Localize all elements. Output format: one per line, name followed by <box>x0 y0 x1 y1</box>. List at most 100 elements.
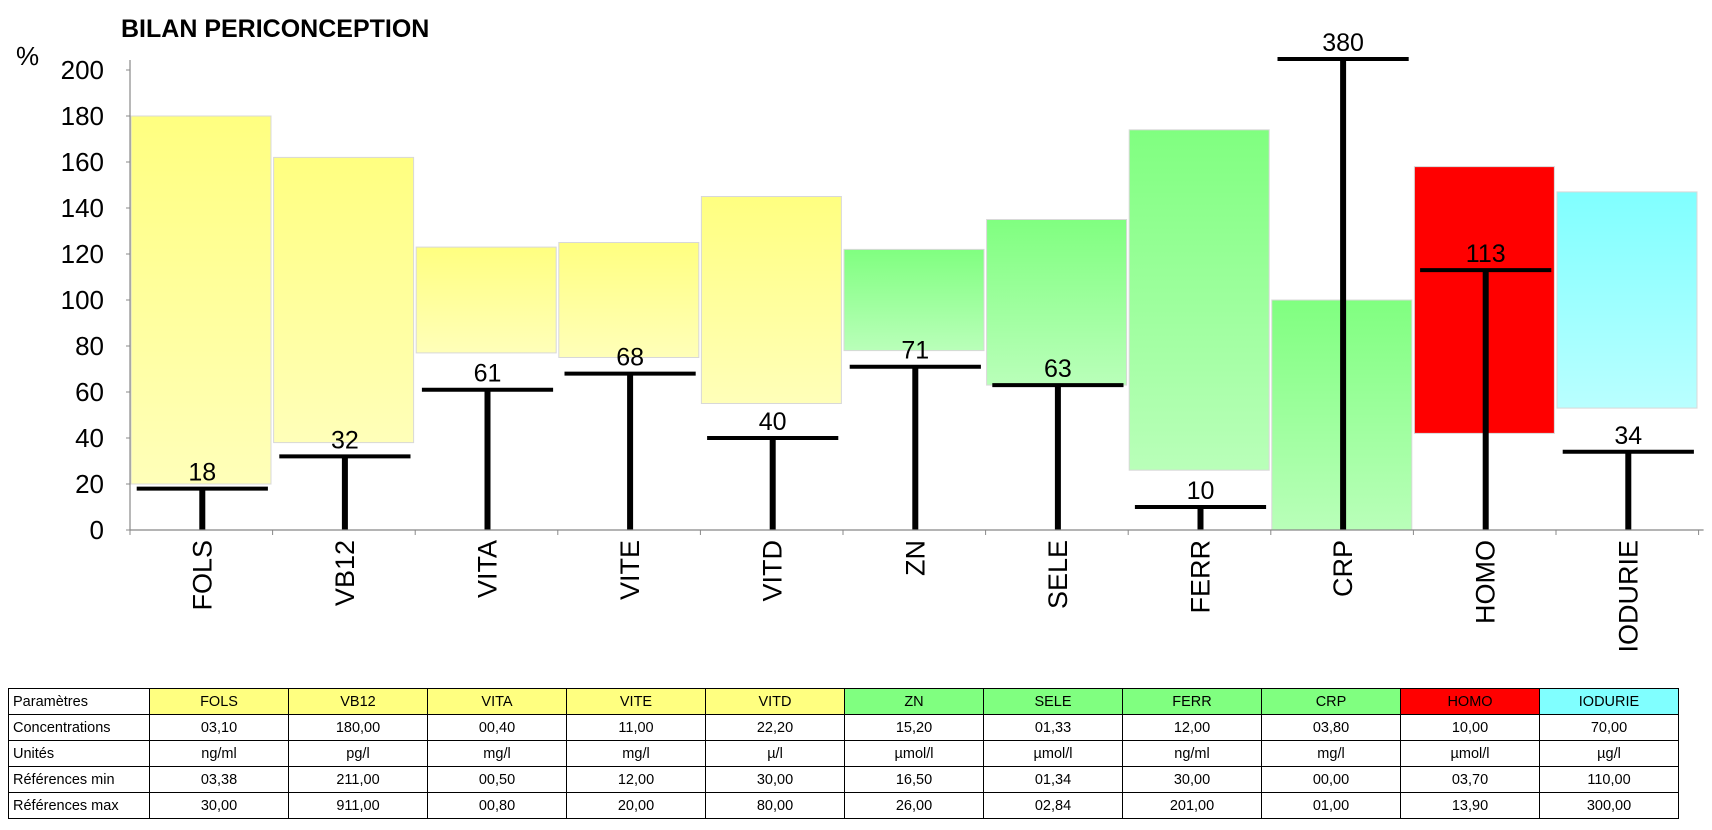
table-row: Concentrations 03,10 180,00 00,40 11,00 22,20… <box>8 714 1679 741</box>
reference-range-box <box>558 242 700 358</box>
table-cell: 03,70 <box>1400 766 1540 793</box>
table-cell: 110,00 <box>1539 766 1679 793</box>
table-cell: mg/l <box>566 740 706 767</box>
table-row: Références min 03,38 211,00 00,50 12,00 30,00… <box>8 766 1679 793</box>
data-table: Paramètres FOLS VB12 VITA VITE VITD ZN SELE FERR… <box>8 688 1679 819</box>
data-label: 380 <box>1322 29 1364 57</box>
table-cell: 80,00 <box>705 792 845 819</box>
value-marker: 10 <box>1134 477 1267 530</box>
reference-range-box <box>415 246 557 354</box>
table-cell: 03,80 <box>1261 714 1401 741</box>
data-label: 34 <box>1614 422 1642 450</box>
data-label: 71 <box>901 337 929 365</box>
table-row-label: Paramètres <box>8 688 150 715</box>
table-cell: mg/l <box>427 740 567 767</box>
table-cell: 00,80 <box>427 792 567 819</box>
y-tick-label: 60 <box>75 377 104 407</box>
y-tick-label: 0 <box>90 515 104 545</box>
table-cell: µmol/l <box>983 740 1123 767</box>
y-tick-label: 100 <box>61 285 104 315</box>
table-row-label: Références min <box>8 766 150 793</box>
table-cell: 12,00 <box>1122 714 1262 741</box>
table-cell: 02,84 <box>983 792 1123 819</box>
table-cell: µmol/l <box>844 740 984 767</box>
value-marker: 61 <box>421 360 554 530</box>
x-tick-label: VITE <box>615 540 645 600</box>
table-row-label: Unités <box>8 740 150 767</box>
reference-range-box <box>1128 129 1270 471</box>
table-cell: 70,00 <box>1539 714 1679 741</box>
reference-range-box <box>273 156 415 444</box>
table-header-cell: ZN <box>844 688 984 715</box>
table-header-cell: CRP <box>1261 688 1401 715</box>
table-header-cell: VB12 <box>288 688 428 715</box>
table-cell: 03,38 <box>149 766 289 793</box>
x-tick-label: VITD <box>758 540 788 602</box>
table-header-cell: SELE <box>983 688 1123 715</box>
value-marker: 63 <box>992 355 1124 530</box>
x-tick-label: FERR <box>1186 540 1216 614</box>
table-cell: 13,90 <box>1400 792 1540 819</box>
x-tick-label: SELE <box>1043 540 1073 609</box>
table-cell: 03,10 <box>149 714 289 741</box>
value-marker: 113 <box>1420 240 1552 530</box>
data-label: 61 <box>474 360 502 388</box>
reference-range-box <box>130 115 272 485</box>
table-cell: mg/l <box>1261 740 1401 767</box>
data-label: 68 <box>616 344 644 372</box>
value-marker: 40 <box>707 408 839 530</box>
table-header-cell: FERR <box>1122 688 1262 715</box>
data-label: 113 <box>1466 240 1506 268</box>
table-header-row: Paramètres FOLS VB12 VITA VITE VITD ZN SELE FERR… <box>8 688 1679 715</box>
data-label: 18 <box>188 459 216 487</box>
data-label: 10 <box>1187 477 1215 505</box>
table-row-label: Concentrations <box>8 714 150 741</box>
value-marker: 32 <box>279 426 411 530</box>
chart-title: BILAN PERICONCEPTION <box>121 15 429 43</box>
y-tick-label: 80 <box>75 331 104 361</box>
data-label: 32 <box>331 426 359 454</box>
table-cell: µg/l <box>1539 740 1679 767</box>
table-cell: 211,00 <box>288 766 428 793</box>
table-cell: 180,00 <box>288 714 428 741</box>
table-cell: 26,00 <box>844 792 984 819</box>
reference-range-box <box>843 248 985 352</box>
table-cell: 00,50 <box>427 766 567 793</box>
table-cell: 201,00 <box>1122 792 1262 819</box>
table-cell: 30,00 <box>149 792 289 819</box>
y-tick-label: 40 <box>75 423 104 453</box>
table-cell: ng/ml <box>149 740 289 767</box>
table-cell: 01,00 <box>1261 792 1401 819</box>
table-header-cell: HOMO <box>1400 688 1540 715</box>
x-tick-label: FOLS <box>187 540 217 611</box>
x-tick-label: VITA <box>473 540 503 598</box>
reference-range-box <box>700 196 842 404</box>
x-tick-label: CRP <box>1328 540 1358 597</box>
y-tick-label: 160 <box>61 147 104 177</box>
table-row: Références max 30,00 911,00 00,80 20,00 80,00… <box>8 792 1679 819</box>
y-tick-label: 140 <box>61 193 104 223</box>
table-header-cell: VITD <box>705 688 845 715</box>
table-cell: 01,33 <box>983 714 1123 741</box>
y-tick-label: 120 <box>61 239 104 269</box>
table-cell: 300,00 <box>1539 792 1679 819</box>
data-label: 40 <box>759 408 787 436</box>
value-marker: 18 <box>136 459 268 530</box>
table-header-cell: VITA <box>427 688 567 715</box>
table-cell: 10,00 <box>1400 714 1540 741</box>
table-header-cell: IODURIE <box>1539 688 1679 715</box>
chart: BILAN PERICONCEPTION % 0 20 40 60 80 100 120 14… <box>16 15 1704 653</box>
table-cell: pg/l <box>288 740 428 767</box>
x-tick-label: HOMO <box>1471 540 1501 624</box>
table-cell: 00,00 <box>1261 766 1401 793</box>
x-tick-label: ZN <box>900 540 930 576</box>
reference-range-box <box>1556 191 1698 409</box>
table-cell: 22,20 <box>705 714 845 741</box>
table-cell: 16,50 <box>844 766 984 793</box>
table-cell: 30,00 <box>1122 766 1262 793</box>
table-cell: 15,20 <box>844 714 984 741</box>
table-header-cell: VITE <box>566 688 706 715</box>
value-marker: 68 <box>564 344 696 530</box>
table-cell: µ/l <box>705 740 845 767</box>
table-row-label: Références max <box>8 792 150 819</box>
